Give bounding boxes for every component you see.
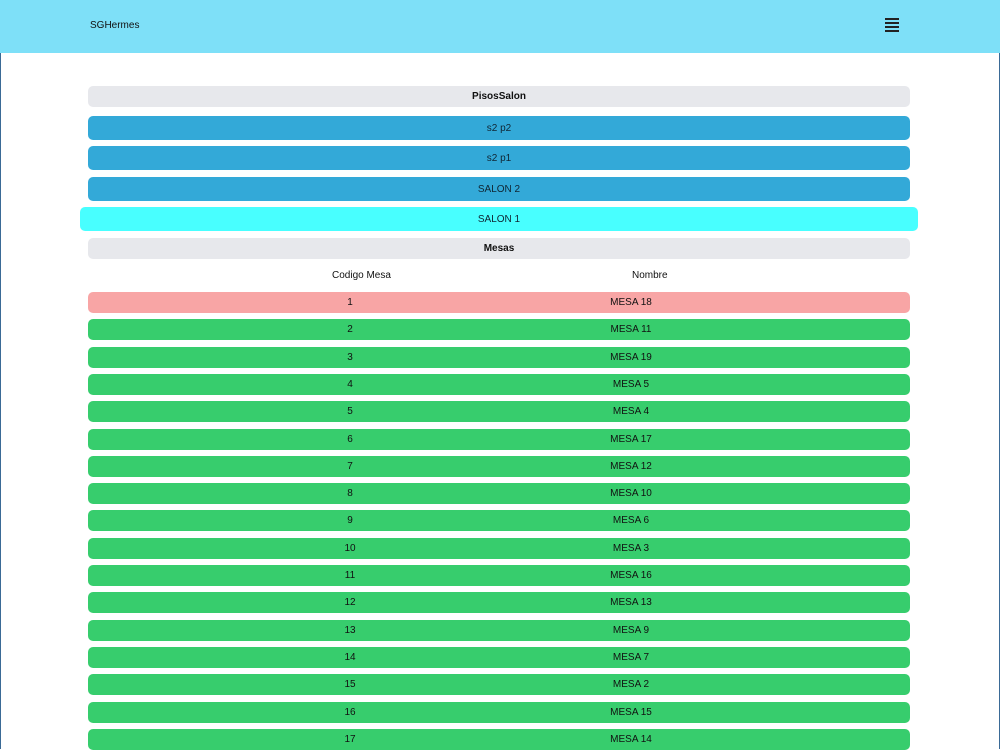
mesa-codigo: 7 bbox=[347, 460, 353, 472]
mesa-nombre: MESA 3 bbox=[612, 542, 650, 554]
mesa-nombre: MESA 9 bbox=[612, 624, 650, 636]
mesa-row[interactable]: 10 MESA 3 bbox=[88, 537, 910, 559]
mesa-nombre: MESA 17 bbox=[610, 433, 652, 445]
mesa-row[interactable]: 7 MESA 12 bbox=[88, 455, 910, 477]
top-navbar: SGHermes bbox=[0, 0, 1000, 53]
mesa-nombre: MESA 7 bbox=[612, 651, 650, 663]
hamburger-menu-icon[interactable] bbox=[884, 18, 902, 34]
mesa-codigo: 6 bbox=[347, 433, 353, 445]
piso-button-label: SALON 2 bbox=[477, 183, 521, 195]
mesa-nombre: MESA 5 bbox=[612, 378, 650, 390]
mesa-row[interactable]: 4 MESA 5 bbox=[88, 373, 910, 395]
mesa-codigo: 4 bbox=[347, 378, 353, 390]
mesa-nombre: MESA 13 bbox=[610, 597, 652, 609]
mesas-title: Mesas bbox=[483, 243, 515, 254]
piso-button-s2-p1[interactable]: s2 p1 bbox=[88, 146, 910, 170]
mesa-codigo: 10 bbox=[344, 542, 356, 554]
mesa-nombre: MESA 2 bbox=[612, 679, 650, 691]
mesa-row[interactable]: 8 MESA 10 bbox=[88, 483, 910, 505]
mesa-row[interactable]: 6 MESA 17 bbox=[88, 428, 910, 450]
mesa-codigo: 13 bbox=[344, 624, 356, 636]
mesa-nombre: MESA 4 bbox=[612, 406, 650, 418]
mesa-row[interactable]: 15 MESA 2 bbox=[88, 674, 910, 696]
mesa-codigo: 17 bbox=[344, 733, 356, 745]
pisos-salon-header: PisosSalon bbox=[88, 86, 910, 107]
mesa-nombre: MESA 15 bbox=[610, 706, 652, 718]
mesa-row[interactable]: 13 MESA 9 bbox=[88, 619, 910, 641]
app-brand[interactable]: SGHermes bbox=[90, 20, 140, 31]
piso-button-salon-1-active[interactable]: SALON 1 bbox=[80, 207, 918, 231]
mesa-codigo: 3 bbox=[347, 351, 353, 363]
mesa-codigo: 2 bbox=[347, 324, 353, 336]
mesa-codigo: 8 bbox=[347, 488, 353, 500]
mesa-nombre: MESA 18 bbox=[610, 297, 652, 308]
pisos-salon-title: PisosSalon bbox=[472, 91, 526, 102]
mesa-nombre: MESA 12 bbox=[610, 460, 652, 472]
mesa-nombre: MESA 6 bbox=[612, 515, 650, 527]
piso-button-s2-p2[interactable]: s2 p2 bbox=[88, 116, 910, 140]
mesa-nombre: MESA 10 bbox=[610, 488, 652, 500]
window-border-left bbox=[0, 0, 1, 749]
piso-button-label: SALON 1 bbox=[477, 213, 521, 225]
mesa-row[interactable]: 11 MESA 16 bbox=[88, 565, 910, 586]
mesa-nombre: MESA 19 bbox=[610, 351, 652, 363]
mesa-codigo: 14 bbox=[344, 651, 356, 663]
mesa-row[interactable]: 5 MESA 4 bbox=[88, 401, 910, 423]
mesa-codigo: 9 bbox=[347, 515, 353, 527]
mesa-row[interactable]: 17 MESA 14 bbox=[88, 728, 910, 750]
mesa-row[interactable]: 16 MESA 15 bbox=[88, 701, 910, 723]
mesa-codigo: 5 bbox=[347, 406, 353, 418]
mesa-row[interactable]: 2 MESA 11 bbox=[88, 319, 910, 341]
piso-button-label: s2 p1 bbox=[486, 152, 512, 164]
column-header-codigo: Codigo Mesa bbox=[332, 270, 391, 281]
mesa-codigo: 1 bbox=[347, 297, 353, 308]
piso-button-salon-2[interactable]: SALON 2 bbox=[88, 177, 910, 201]
mesa-nombre: MESA 11 bbox=[610, 324, 652, 336]
mesa-codigo: 16 bbox=[344, 706, 356, 718]
mesas-column-headers: Codigo Mesa Nombre bbox=[88, 266, 910, 286]
piso-button-label: s2 p2 bbox=[486, 122, 512, 134]
mesa-codigo: 12 bbox=[344, 597, 356, 609]
mesa-row[interactable]: 3 MESA 19 bbox=[88, 346, 910, 368]
column-header-nombre: Nombre bbox=[632, 270, 668, 281]
mesa-row[interactable]: 14 MESA 7 bbox=[88, 646, 910, 668]
mesa-nombre: MESA 14 bbox=[610, 733, 652, 745]
mesa-codigo: 11 bbox=[344, 570, 356, 581]
mesa-row[interactable]: 9 MESA 6 bbox=[88, 510, 910, 532]
mesa-nombre: MESA 16 bbox=[610, 570, 652, 581]
mesas-header: Mesas bbox=[88, 238, 910, 259]
mesa-row[interactable]: 12 MESA 13 bbox=[88, 592, 910, 614]
mesa-row[interactable]: 1 MESA 18 bbox=[88, 292, 910, 313]
mesa-codigo: 15 bbox=[344, 679, 356, 691]
